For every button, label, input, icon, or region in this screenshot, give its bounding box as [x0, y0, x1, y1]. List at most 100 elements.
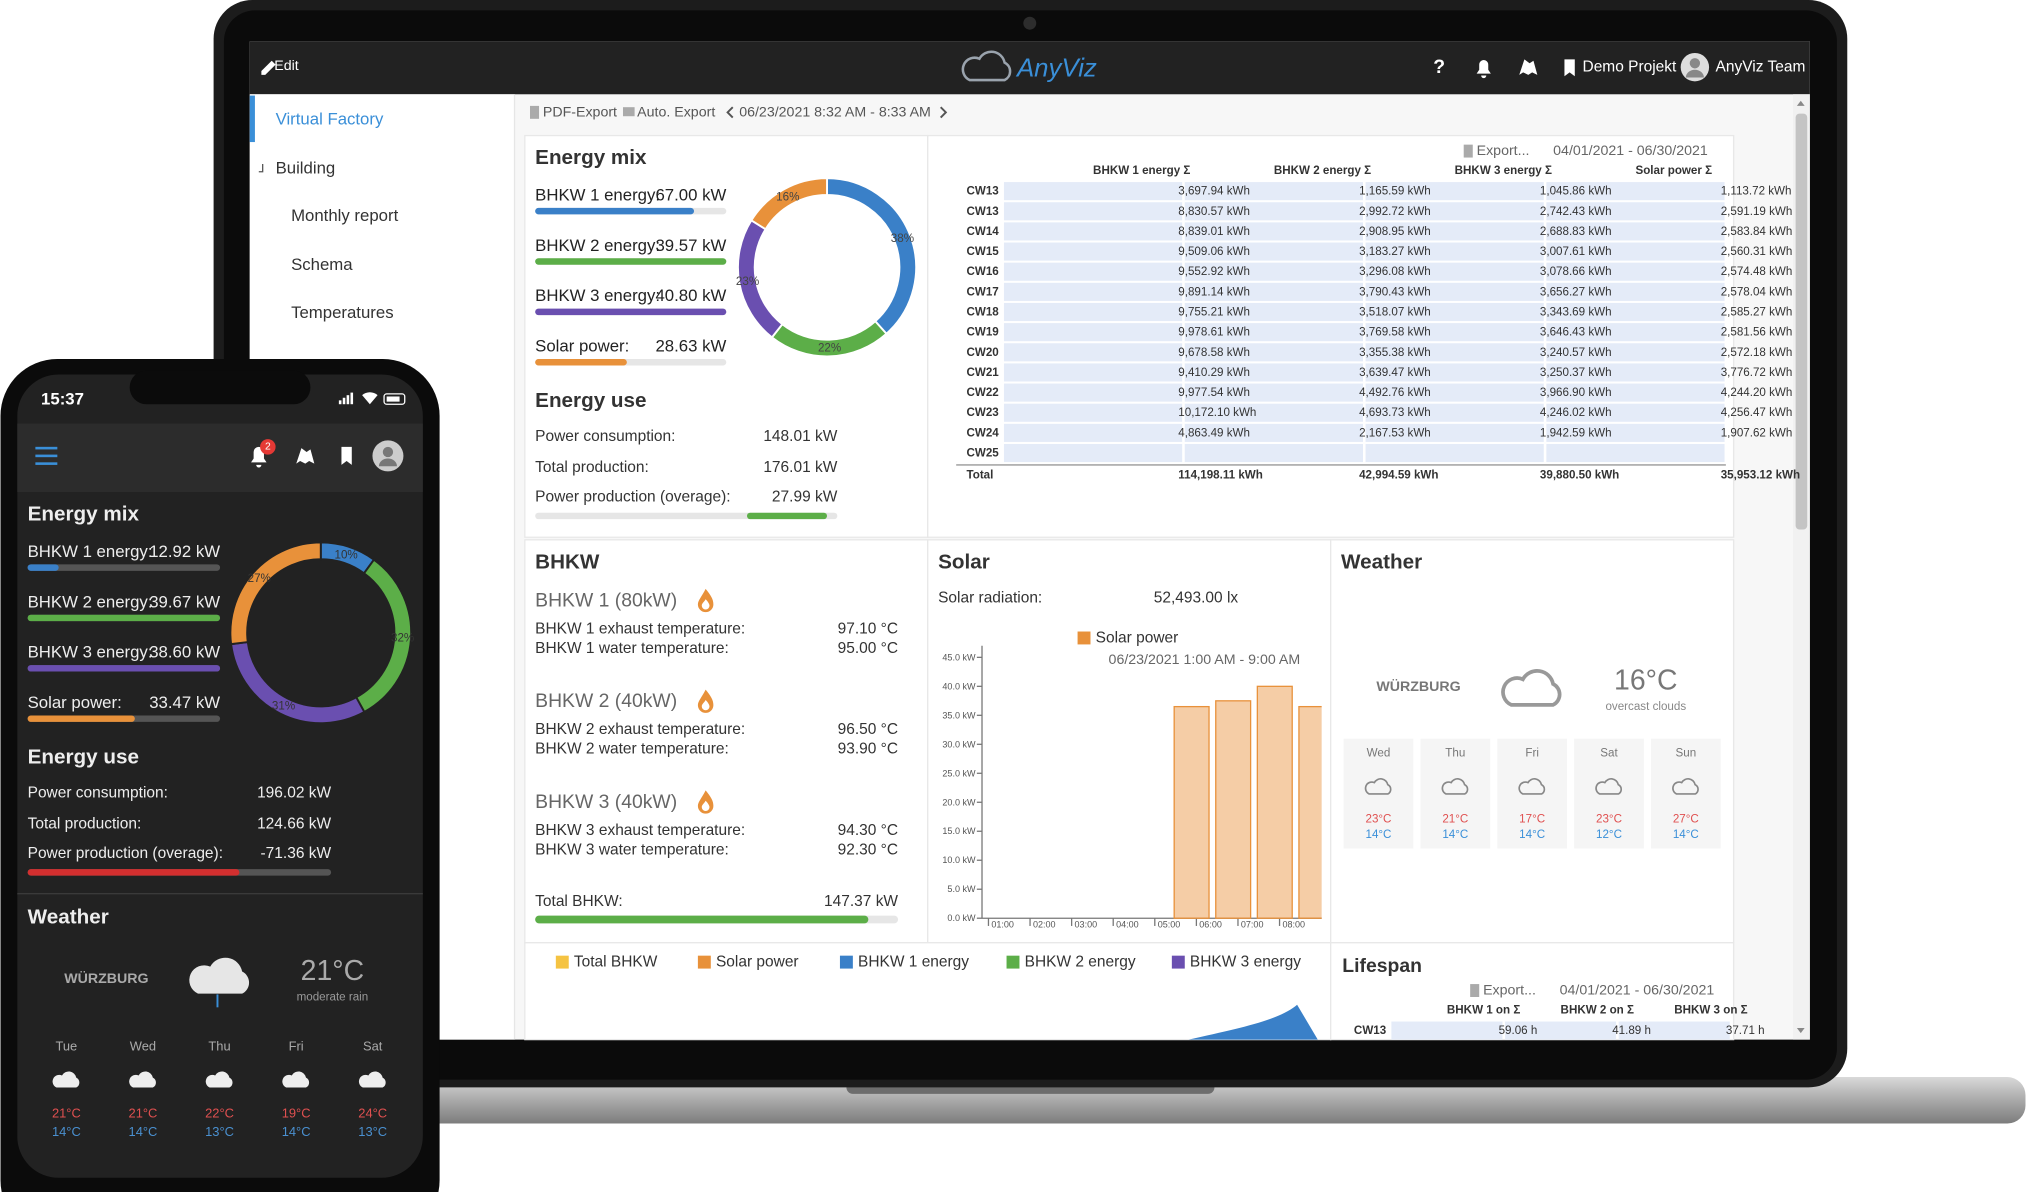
cell-value: 9,755.21 kWh: [1178, 306, 1250, 319]
menu-icon[interactable]: [35, 454, 58, 458]
battery-icon: [383, 393, 406, 405]
mix-label: BHKW 1 energy:: [28, 542, 153, 561]
prev-button[interactable]: [726, 106, 734, 119]
legend-label[interactable]: Solar power: [716, 954, 799, 971]
use-value: 196.02 kW: [257, 784, 331, 801]
temp-high: 21°C: [1442, 812, 1468, 825]
y-tick-label: 10.0 kW: [942, 855, 976, 865]
table-cell: [1184, 323, 1363, 342]
map-icon[interactable]: [296, 448, 315, 464]
nav-item[interactable]: Schema: [291, 255, 353, 274]
cell-value: 37.71 h: [1726, 1024, 1765, 1037]
table-cell: [1546, 302, 1725, 322]
table-cell: [1391, 1021, 1503, 1040]
legend-swatch: [1171, 955, 1185, 969]
day-name: Tue: [55, 1039, 77, 1054]
project-name[interactable]: Demo Projekt: [1583, 59, 1677, 76]
menu-icon[interactable]: [35, 446, 58, 450]
table-cell: [1505, 1021, 1617, 1040]
scroll-arrow[interactable]: [1796, 100, 1805, 106]
nav-item[interactable]: Building: [276, 158, 336, 177]
table-cell: [1365, 363, 1544, 382]
cell-value: 3,769.58 kWh: [1359, 326, 1431, 339]
table-cell: [1546, 363, 1725, 382]
edit-button[interactable]: Edit: [274, 58, 299, 74]
nav-item[interactable]: Monthly report: [291, 206, 399, 225]
temp-high: 17°C: [1519, 812, 1545, 825]
column-header: BHKW 2 on Σ: [1561, 1003, 1634, 1016]
user-name[interactable]: AnyViz Team: [1716, 59, 1806, 76]
day-name: Sat: [363, 1039, 383, 1054]
progress-fill: [27, 614, 221, 622]
phone-notch: [129, 370, 311, 405]
cell-value: 10,172.10 kWh: [1178, 406, 1256, 419]
temp-low: 14°C: [52, 1124, 81, 1139]
row-label: CW14: [967, 225, 1000, 238]
table-cell: [1365, 423, 1544, 442]
pdf-export[interactable]: PDF-Export: [543, 104, 617, 120]
table-cell: [1184, 466, 1363, 485]
temp-label: BHKW 3 water temperature:: [535, 841, 729, 858]
auto-export[interactable]: Auto. Export: [637, 104, 715, 120]
table-cell: [1184, 363, 1363, 382]
progress-track: [27, 564, 221, 571]
nav-item[interactable]: Temperatures: [291, 303, 394, 322]
help-button[interactable]: ?: [1433, 56, 1445, 78]
export-button[interactable]: Export...: [1483, 983, 1536, 999]
scroll-arrow[interactable]: [1796, 1027, 1805, 1034]
bell-icon[interactable]: [1476, 60, 1491, 79]
bar: [1298, 705, 1322, 919]
mix-value: 67.00 kW: [655, 186, 726, 205]
bookmark-icon[interactable]: [1564, 59, 1575, 77]
table-cell: [1003, 383, 1183, 402]
table-cell: [1365, 242, 1544, 261]
legend-label[interactable]: BHKW 2 energy: [1025, 954, 1136, 971]
donut-label: 10%: [335, 548, 358, 561]
panel-title: Energy mix: [535, 146, 647, 169]
mix-label: BHKW 3 energy:: [535, 286, 660, 305]
scrollbar-thumb[interactable]: [1795, 113, 1808, 530]
status-time: 15:37: [41, 390, 84, 409]
export-icon: [1463, 144, 1473, 158]
cell-value: 4,863.49 kWh: [1178, 426, 1250, 439]
legend-label[interactable]: BHKW 1 energy: [858, 954, 969, 971]
x-tick-label: 06:00: [1199, 920, 1222, 930]
table-cell: [1365, 282, 1544, 301]
weather-desc: overcast clouds: [1605, 700, 1686, 713]
cell-value: 2,591.19 kWh: [1721, 205, 1793, 218]
table-cell: [1003, 202, 1183, 221]
camera: [1023, 16, 1037, 30]
cell-value: 41.89 h: [1612, 1024, 1651, 1037]
cell-value: 9,509.06 kWh: [1178, 245, 1250, 258]
x-tick-label: 08:00: [1282, 920, 1305, 930]
progress-fill: [535, 359, 627, 366]
column-header: Solar power Σ: [1635, 164, 1712, 177]
map-icon[interactable]: [1519, 59, 1538, 75]
next-button[interactable]: [939, 106, 948, 119]
cell-value: 3,518.07 kWh: [1359, 306, 1431, 319]
temp-high: 21°C: [52, 1106, 81, 1121]
table-cell: [1184, 262, 1363, 281]
panel-title: BHKW: [535, 550, 600, 573]
temp-value: 95.00 °C: [838, 640, 898, 657]
table-cell: [1546, 443, 1725, 463]
row-label: CW13: [967, 205, 1000, 218]
nav-item[interactable]: Virtual Factory: [276, 109, 384, 128]
radiation-label: Solar radiation:: [938, 589, 1042, 606]
bookmark-icon[interactable]: [341, 446, 352, 465]
table-cell: [1003, 222, 1183, 241]
legend-label[interactable]: Total BHKW: [574, 954, 658, 971]
temp-high: 19°C: [282, 1106, 311, 1121]
menu-icon[interactable]: [35, 462, 58, 465]
mix-value: 12.92 kW: [149, 542, 220, 561]
mail-icon: [622, 107, 635, 117]
table-cell: [1184, 242, 1363, 261]
legend-label[interactable]: BHKW 3 energy: [1190, 954, 1301, 971]
weather-icon: [189, 957, 250, 994]
cell-value: 3,966.90 kWh: [1540, 386, 1612, 399]
temp-low: 14°C: [282, 1124, 311, 1139]
legend-swatch: [1077, 631, 1091, 645]
export-button[interactable]: Export...: [1477, 143, 1530, 159]
legend-label[interactable]: Solar power: [1096, 629, 1179, 646]
edit-icon[interactable]: [261, 60, 276, 75]
